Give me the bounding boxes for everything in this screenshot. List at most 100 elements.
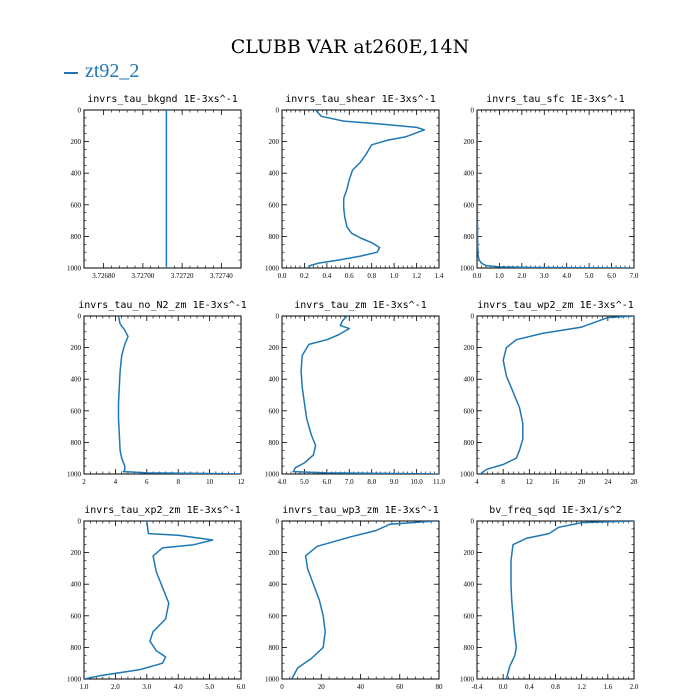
subplot: invrs_tau_zm 1E-3xs^-1 4.0 5.0 6.0 7.0 8.0 9.0…: [265, 300, 445, 486]
x-tick-label: 6.0: [322, 478, 331, 486]
x-tick-label: 2: [82, 478, 86, 486]
y-tick-label: 0: [471, 518, 475, 526]
x-tick-label: 2.0: [111, 683, 120, 691]
y-tick-label: 600: [464, 407, 475, 415]
y-tick-label: 800: [71, 644, 82, 652]
y-tick-label: 400: [464, 170, 475, 178]
y-tick-label: 0: [471, 107, 475, 115]
subplot: invrs_tau_xp2_zm 1E-3xs^-1 1.0 2.0 3.0 4.0 5.…: [67, 505, 246, 691]
y-tick-label: 200: [269, 549, 280, 557]
x-tick-label: 0.2: [300, 272, 309, 280]
subplot-title: invrs_tau_zm 1E-3xs^-1: [294, 300, 426, 311]
x-tick-label: 3.0: [540, 272, 549, 280]
y-tick-label: 800: [71, 233, 82, 241]
x-tick-label: 11.0: [433, 478, 445, 486]
x-tick-label: 3.72720: [171, 272, 194, 280]
x-tick-label: 10: [206, 478, 214, 486]
subplot-title: invrs_tau_no_N2_zm 1E-3xs^-1: [78, 300, 247, 311]
x-tick-label: 1.4: [435, 272, 444, 280]
subplot-title: invrs_tau_wp3_zm 1E-3xs^-1: [282, 505, 439, 516]
plot-frame: [476, 315, 635, 475]
y-tick-label: 400: [464, 581, 475, 589]
y-tick-label: 200: [464, 138, 475, 146]
y-tick-label: 1000: [265, 471, 280, 479]
x-tick-label: 0.0: [278, 272, 287, 280]
series-line: [84, 521, 214, 679]
x-tick-label: 5.0: [205, 683, 214, 691]
y-tick-label: 0: [276, 518, 280, 526]
series-line: [479, 316, 634, 474]
y-tick-label: 800: [71, 439, 82, 447]
x-tick-label: 40: [357, 683, 365, 691]
y-tick-label: 0: [276, 107, 280, 115]
x-tick-label: 2.0: [630, 683, 639, 691]
x-tick-label: 6.0: [237, 683, 246, 691]
y-tick-label: 200: [464, 344, 475, 352]
y-tick-label: 600: [269, 407, 280, 415]
x-tick-label: 0.8: [367, 272, 376, 280]
series-line: [117, 316, 241, 474]
x-tick-label: 1.0: [80, 683, 89, 691]
y-tick-label: 800: [269, 233, 280, 241]
x-tick-label: 6.0: [607, 272, 616, 280]
x-tick-label: 80: [436, 683, 444, 691]
x-tick-label: 1.0: [390, 272, 399, 280]
x-tick-label: 12: [526, 478, 534, 486]
plot-frame: [476, 520, 635, 680]
x-tick-label: 0.0: [473, 272, 482, 280]
plot-frame: [83, 109, 242, 269]
subplot-title: invrs_tau_xp2_zm 1E-3xs^-1: [84, 505, 241, 516]
x-tick-label: 20: [578, 478, 586, 486]
y-tick-label: 600: [71, 407, 82, 415]
x-tick-label: 20: [318, 683, 326, 691]
y-tick-label: 600: [71, 201, 82, 209]
x-tick-label: 4.0: [562, 272, 571, 280]
x-tick-label: 8: [176, 478, 180, 486]
x-tick-label: 0.0: [499, 683, 508, 691]
y-tick-label: 200: [269, 344, 280, 352]
y-tick-label: 0: [78, 313, 82, 321]
x-tick-label: 1.2: [412, 272, 421, 280]
legend: zt92_2: [64, 60, 139, 83]
y-tick-label: 200: [464, 549, 475, 557]
x-tick-label: 24: [604, 478, 612, 486]
legend-line-icon: [64, 71, 78, 74]
x-tick-label: 1.6: [603, 683, 612, 691]
y-tick-label: 200: [269, 138, 280, 146]
figure-title: CLUBB VAR at260E,14N: [230, 36, 470, 58]
series-line: [505, 521, 634, 679]
x-tick-label: 4.0: [278, 478, 287, 486]
x-tick-label: 12: [238, 478, 246, 486]
subplot-title: invrs_tau_bkgnd 1E-3xs^-1: [87, 94, 238, 105]
subplot-title: invrs_tau_shear 1E-3xs^-1: [285, 94, 436, 105]
x-tick-label: 16: [552, 478, 560, 486]
y-tick-label: 400: [269, 376, 280, 384]
x-tick-label: 0: [280, 683, 284, 691]
x-tick-label: 6: [145, 478, 149, 486]
y-tick-label: 800: [269, 439, 280, 447]
y-tick-label: 400: [71, 581, 82, 589]
series-line: [291, 521, 436, 679]
series-line: [477, 110, 634, 268]
legend-label: zt92_2: [85, 60, 140, 82]
y-tick-label: 600: [71, 612, 82, 620]
x-tick-label: 60: [396, 683, 404, 691]
x-tick-label: 4.0: [174, 683, 183, 691]
subplot: invrs_tau_wp3_zm 1E-3xs^-10 20 40 60 8002004…: [265, 505, 443, 691]
y-tick-label: 200: [71, 138, 82, 146]
series-line: [292, 316, 439, 474]
x-tick-label: 9.0: [390, 478, 399, 486]
x-tick-label: 28: [631, 478, 639, 486]
y-tick-label: 1000: [265, 265, 280, 273]
subplot: bv_freq_sqd 1E-3x1/s^2 -0.4 0.0 0.4 0.8 1.2 1.…: [460, 505, 639, 691]
x-tick-label: 0.4: [322, 272, 331, 280]
y-tick-label: 800: [464, 644, 475, 652]
subplot: invrs_tau_shear 1E-3xs^-1 0.0 0.2 0.4 0.6 0.8…: [265, 94, 444, 280]
x-tick-label: 7.0: [630, 272, 639, 280]
subplot-title: invrs_tau_wp2_zm 1E-3xs^-1: [477, 300, 634, 311]
y-tick-label: 1000: [265, 676, 280, 684]
y-tick-label: 800: [269, 644, 280, 652]
plot-frame: [281, 520, 440, 680]
y-tick-label: 400: [71, 170, 82, 178]
